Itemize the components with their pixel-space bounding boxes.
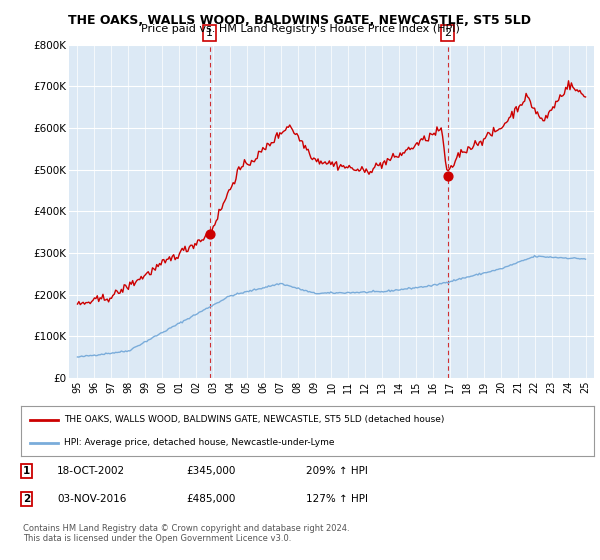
Text: HPI: Average price, detached house, Newcastle-under-Lyme: HPI: Average price, detached house, Newc… xyxy=(64,438,334,447)
Text: £345,000: £345,000 xyxy=(186,466,235,476)
Text: 03-NOV-2016: 03-NOV-2016 xyxy=(57,494,127,504)
Text: 1: 1 xyxy=(23,466,30,476)
Text: 1: 1 xyxy=(206,28,213,38)
Text: Price paid vs. HM Land Registry's House Price Index (HPI): Price paid vs. HM Land Registry's House … xyxy=(140,24,460,34)
Text: 18-OCT-2002: 18-OCT-2002 xyxy=(57,466,125,476)
Text: 2: 2 xyxy=(23,494,30,504)
Text: THE OAKS, WALLS WOOD, BALDWINS GATE, NEWCASTLE, ST5 5LD (detached house): THE OAKS, WALLS WOOD, BALDWINS GATE, NEW… xyxy=(64,415,445,424)
Text: Contains HM Land Registry data © Crown copyright and database right 2024.
This d: Contains HM Land Registry data © Crown c… xyxy=(23,524,349,543)
Point xyxy=(443,171,452,180)
Point xyxy=(205,230,214,239)
Text: THE OAKS, WALLS WOOD, BALDWINS GATE, NEWCASTLE, ST5 5LD: THE OAKS, WALLS WOOD, BALDWINS GATE, NEW… xyxy=(68,14,532,27)
Text: £485,000: £485,000 xyxy=(186,494,235,504)
Text: 209% ↑ HPI: 209% ↑ HPI xyxy=(306,466,368,476)
Text: 2: 2 xyxy=(444,28,451,38)
Text: 127% ↑ HPI: 127% ↑ HPI xyxy=(306,494,368,504)
